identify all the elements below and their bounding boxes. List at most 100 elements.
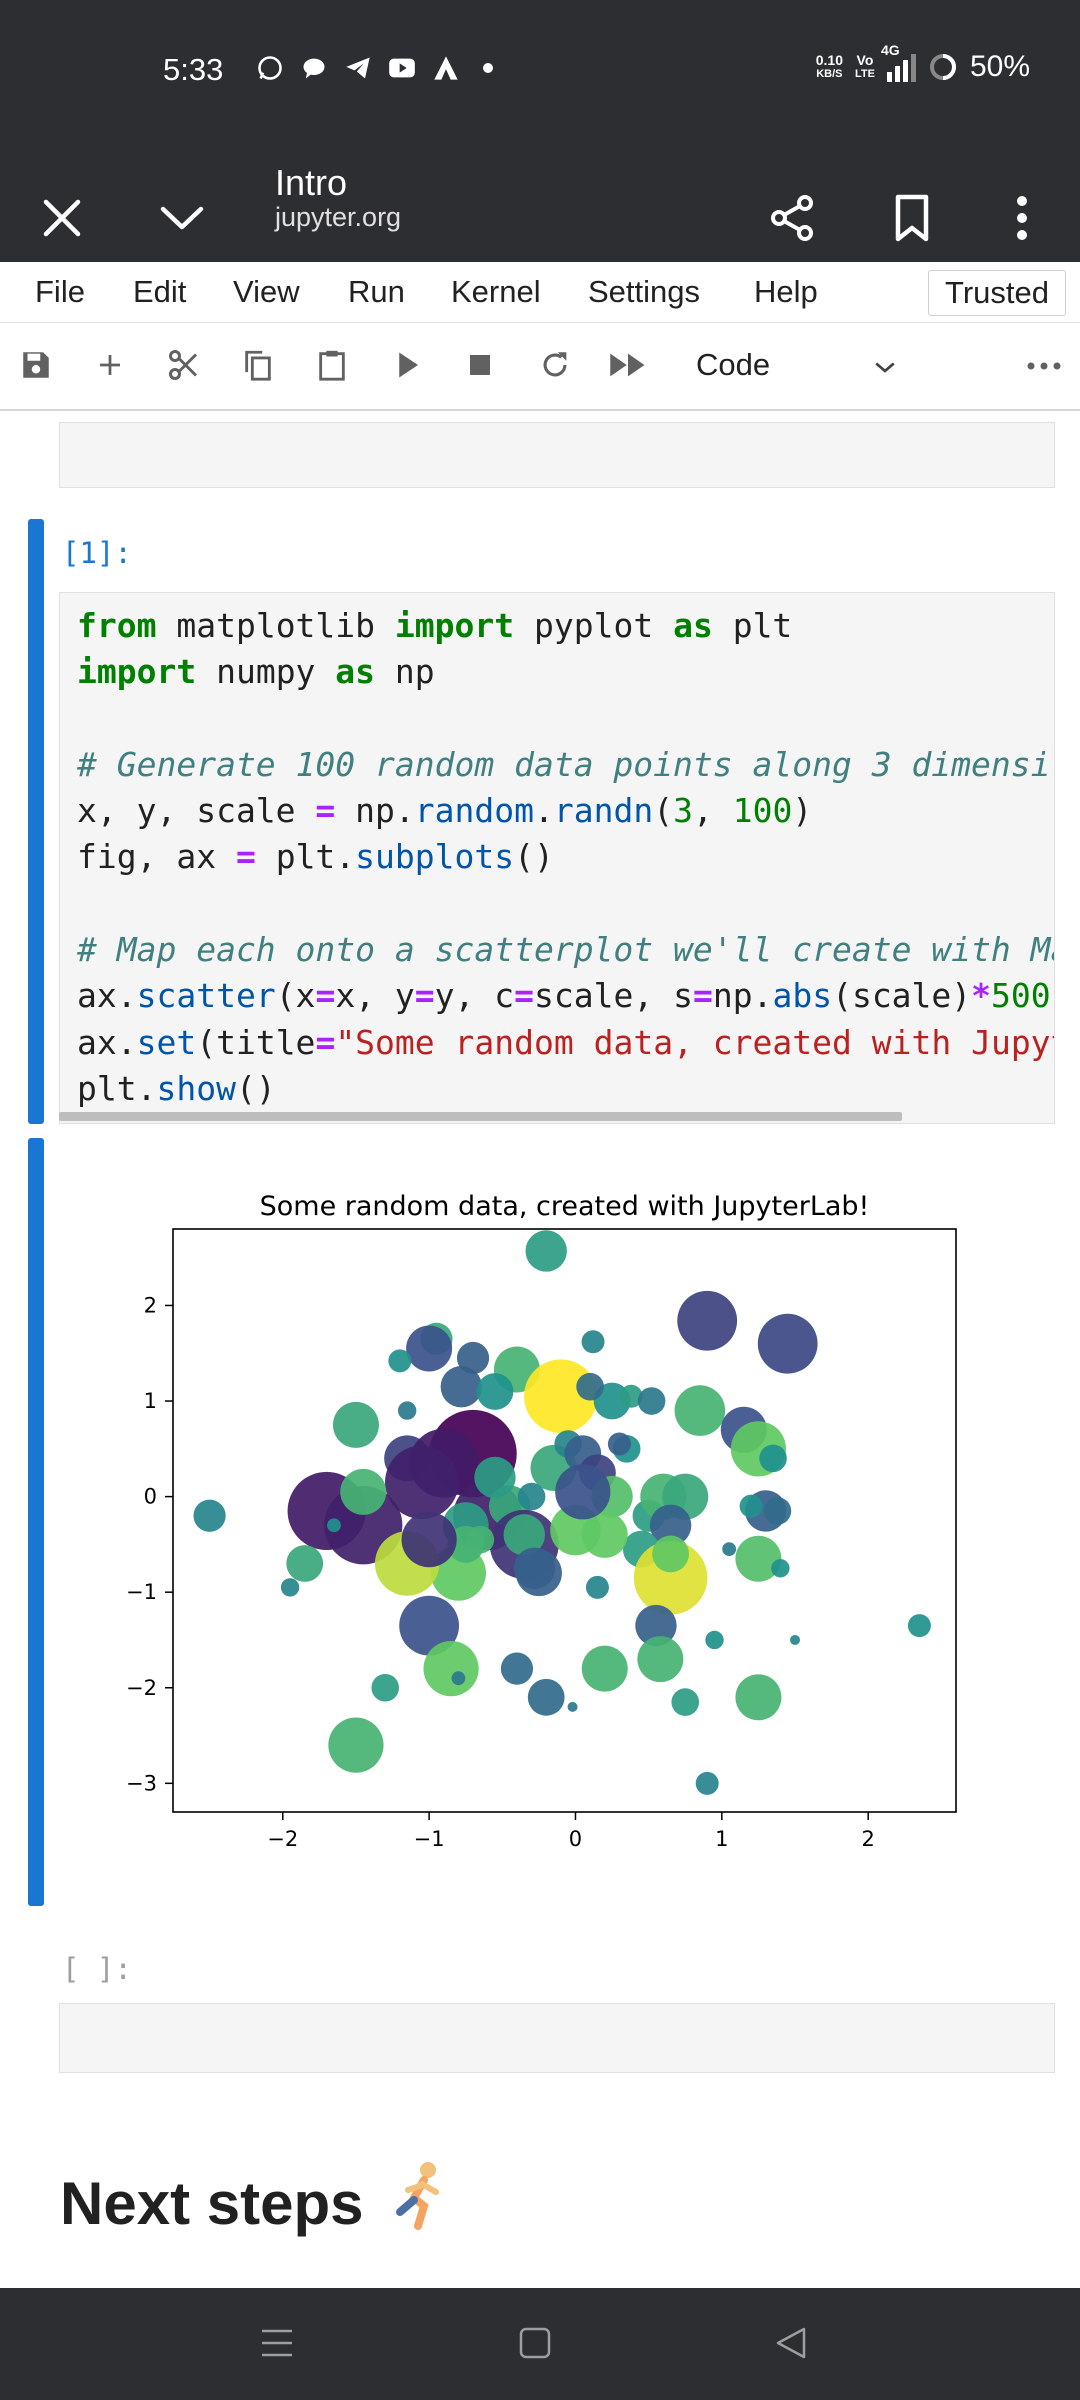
data-point	[397, 1401, 417, 1420]
running-person-icon	[396, 2162, 440, 2230]
fast-forward-icon	[610, 353, 645, 377]
more-toolbar-icon[interactable]	[1026, 361, 1062, 371]
insert-cell-button[interactable]	[90, 345, 130, 385]
restart-run-all-button[interactable]	[608, 345, 648, 385]
data-point	[442, 1502, 489, 1549]
empty-code-cell[interactable]	[59, 2003, 1055, 2073]
data-point	[581, 1511, 628, 1558]
refresh-icon	[543, 352, 567, 377]
data-point	[517, 1482, 546, 1511]
data-point	[579, 1454, 616, 1492]
scissors-icon	[169, 350, 198, 380]
chevron-down-icon[interactable]	[870, 351, 900, 381]
close-button[interactable]	[30, 186, 94, 250]
back-icon[interactable]	[774, 2326, 808, 2360]
clipboard-icon	[319, 350, 345, 381]
menu-run[interactable]: Run	[348, 274, 405, 309]
data-point	[488, 1485, 531, 1527]
save-button[interactable]	[16, 345, 56, 385]
chart-title: Some random data, created with JupyterLa…	[260, 1191, 870, 1222]
data-point	[374, 1531, 440, 1596]
menu-file[interactable]: File	[35, 274, 85, 309]
data-point	[453, 1481, 523, 1551]
trusted-indicator[interactable]: Trusted	[928, 270, 1066, 316]
data-point	[554, 1430, 582, 1458]
code-editor[interactable]: from matplotlib import pyplot as plt impo…	[59, 592, 1055, 1124]
menu-edit[interactable]: Edit	[133, 274, 187, 309]
menu-view[interactable]: View	[233, 274, 300, 309]
code-line	[77, 881, 1054, 927]
status-bar: 5:33 0.10 KB/S Vo LTE 4G 50%	[0, 0, 1080, 140]
recent-apps-icon[interactable]	[260, 2328, 294, 2358]
cell-type-select[interactable]: Code	[696, 347, 771, 382]
bookmark-icon	[895, 194, 929, 242]
data-point	[591, 1475, 633, 1518]
jupyter-menu-bar: File Edit View Run Kernel Settings Help …	[0, 262, 1080, 323]
kebab-menu-icon	[1017, 196, 1027, 240]
data-point	[513, 1547, 556, 1589]
more-options-button[interactable]	[990, 186, 1054, 250]
copy-icon	[245, 350, 271, 381]
data-point	[327, 1518, 341, 1533]
data-point	[324, 1486, 403, 1565]
data-point	[735, 1535, 782, 1582]
page-title: Intro	[275, 162, 348, 203]
share-button[interactable]	[760, 186, 824, 250]
data-point	[466, 1525, 495, 1554]
data-point	[771, 1559, 790, 1578]
data-point	[607, 1432, 631, 1456]
data-point	[550, 1504, 601, 1556]
y-tick-label: −1	[126, 1580, 157, 1604]
run-button[interactable]	[388, 345, 428, 385]
menu-help[interactable]: Help	[754, 274, 818, 309]
data-point	[328, 1717, 384, 1773]
network-speed: 0.10 KB/S	[815, 52, 843, 80]
bookmark-button[interactable]	[880, 186, 944, 250]
data-point	[371, 1673, 400, 1702]
menu-settings[interactable]: Settings	[588, 274, 701, 309]
data-point	[332, 1401, 379, 1448]
y-tick-label: 2	[144, 1293, 157, 1317]
data-point	[635, 1604, 677, 1647]
save-icon	[23, 352, 49, 378]
code-line: # Map each onto a scatterplot we'll crea…	[77, 930, 1055, 970]
volte-indicator: Vo LTE	[854, 52, 875, 80]
horizontal-scrollbar[interactable]	[59, 1112, 902, 1121]
data-point	[440, 1365, 483, 1408]
next-steps-heading: Next steps	[60, 2160, 452, 2238]
data-point	[388, 1349, 412, 1373]
data-point	[384, 1435, 431, 1482]
paste-button[interactable]	[312, 345, 352, 385]
page-domain: jupyter.org	[275, 202, 402, 232]
data-point	[340, 1468, 387, 1515]
restart-kernel-button[interactable]	[535, 345, 575, 385]
data-point	[705, 1630, 724, 1650]
data-point	[757, 1313, 818, 1374]
execution-count: [1]:	[62, 536, 132, 570]
signal-icon: 4G	[881, 42, 916, 82]
markdown-cell-above[interactable]	[59, 422, 1055, 488]
code-text: from matplotlib import pyplot as plt impo…	[77, 603, 1055, 1112]
collapse-button[interactable]	[150, 186, 214, 250]
cut-button[interactable]	[164, 345, 204, 385]
data-point	[763, 1497, 792, 1525]
data-point	[564, 1435, 602, 1472]
data-point	[286, 1545, 324, 1582]
data-point	[662, 1473, 709, 1520]
stop-icon	[470, 355, 490, 375]
data-point	[287, 1471, 366, 1551]
interrupt-button[interactable]	[460, 345, 500, 385]
data-point	[671, 1688, 700, 1716]
code-line: x, y, scale = np.random.randn(3, 100)	[77, 791, 813, 831]
data-point	[447, 1525, 485, 1563]
code-line: # Generate 100 random data points along …	[77, 744, 1051, 784]
active-cell-indicator	[28, 519, 44, 1124]
y-tick-label: −2	[126, 1676, 157, 1700]
data-point	[515, 1550, 562, 1597]
data-point	[720, 1406, 767, 1453]
copy-button[interactable]	[238, 345, 278, 385]
empty-cell-prompt: [ ]:	[62, 1952, 132, 1986]
menu-kernel[interactable]: Kernel	[451, 274, 541, 309]
app-a-icon	[434, 56, 458, 80]
home-icon[interactable]	[518, 2326, 552, 2360]
